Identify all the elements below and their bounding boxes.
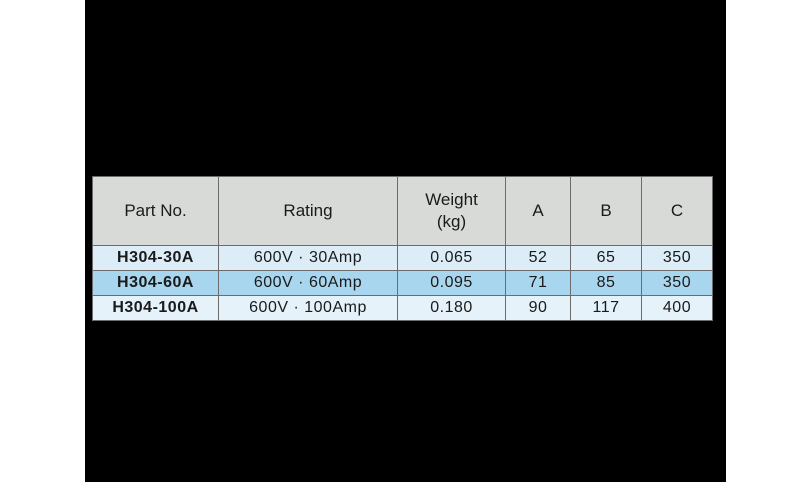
table-cell: 90 — [505, 295, 571, 321]
table-cell: 117 — [570, 295, 642, 321]
header-cell: Weight (kg) — [397, 176, 506, 246]
table-cell: 400 — [641, 295, 713, 321]
header-cell: A — [505, 176, 571, 246]
table-cell: 0.180 — [397, 295, 506, 321]
table-cell: 350 — [641, 245, 713, 271]
header-cell: B — [570, 176, 642, 246]
header-cell: Part No. — [92, 176, 219, 246]
spec-table: Part No. Rating Weight (kg) A B C H304-30A 600… — [92, 176, 713, 321]
table-cell: 65 — [570, 245, 642, 271]
table-row: H304-30A 600V · 30Amp 0.065 52 65 350 — [92, 245, 713, 271]
table-cell: 52 — [505, 245, 571, 271]
part-number: H304-30A — [92, 245, 219, 271]
table-cell: 71 — [505, 270, 571, 296]
table-row: H304-100A 600V · 100Amp 0.180 90 117 400 — [92, 295, 713, 321]
table-cell: 350 — [641, 270, 713, 296]
table-body: H304-30A 600V · 30Amp 0.065 52 65 350 H304-60A… — [92, 245, 713, 321]
header-row: Part No. Rating Weight (kg) A B C — [92, 176, 713, 246]
table-cell: 85 — [570, 270, 642, 296]
table-cell: 600V · 30Amp — [218, 245, 398, 271]
header-cell: Rating — [218, 176, 398, 246]
header-cell: C — [641, 176, 713, 246]
part-number: H304-60A — [92, 270, 219, 296]
table-cell: 600V · 60Amp — [218, 270, 398, 296]
table-cell: 600V · 100Amp — [218, 295, 398, 321]
table-cell: 0.065 — [397, 245, 506, 271]
part-number: H304-100A — [92, 295, 219, 321]
table-row: H304-60A 600V · 60Amp 0.095 71 85 350 — [92, 270, 713, 296]
table-cell: 0.095 — [397, 270, 506, 296]
